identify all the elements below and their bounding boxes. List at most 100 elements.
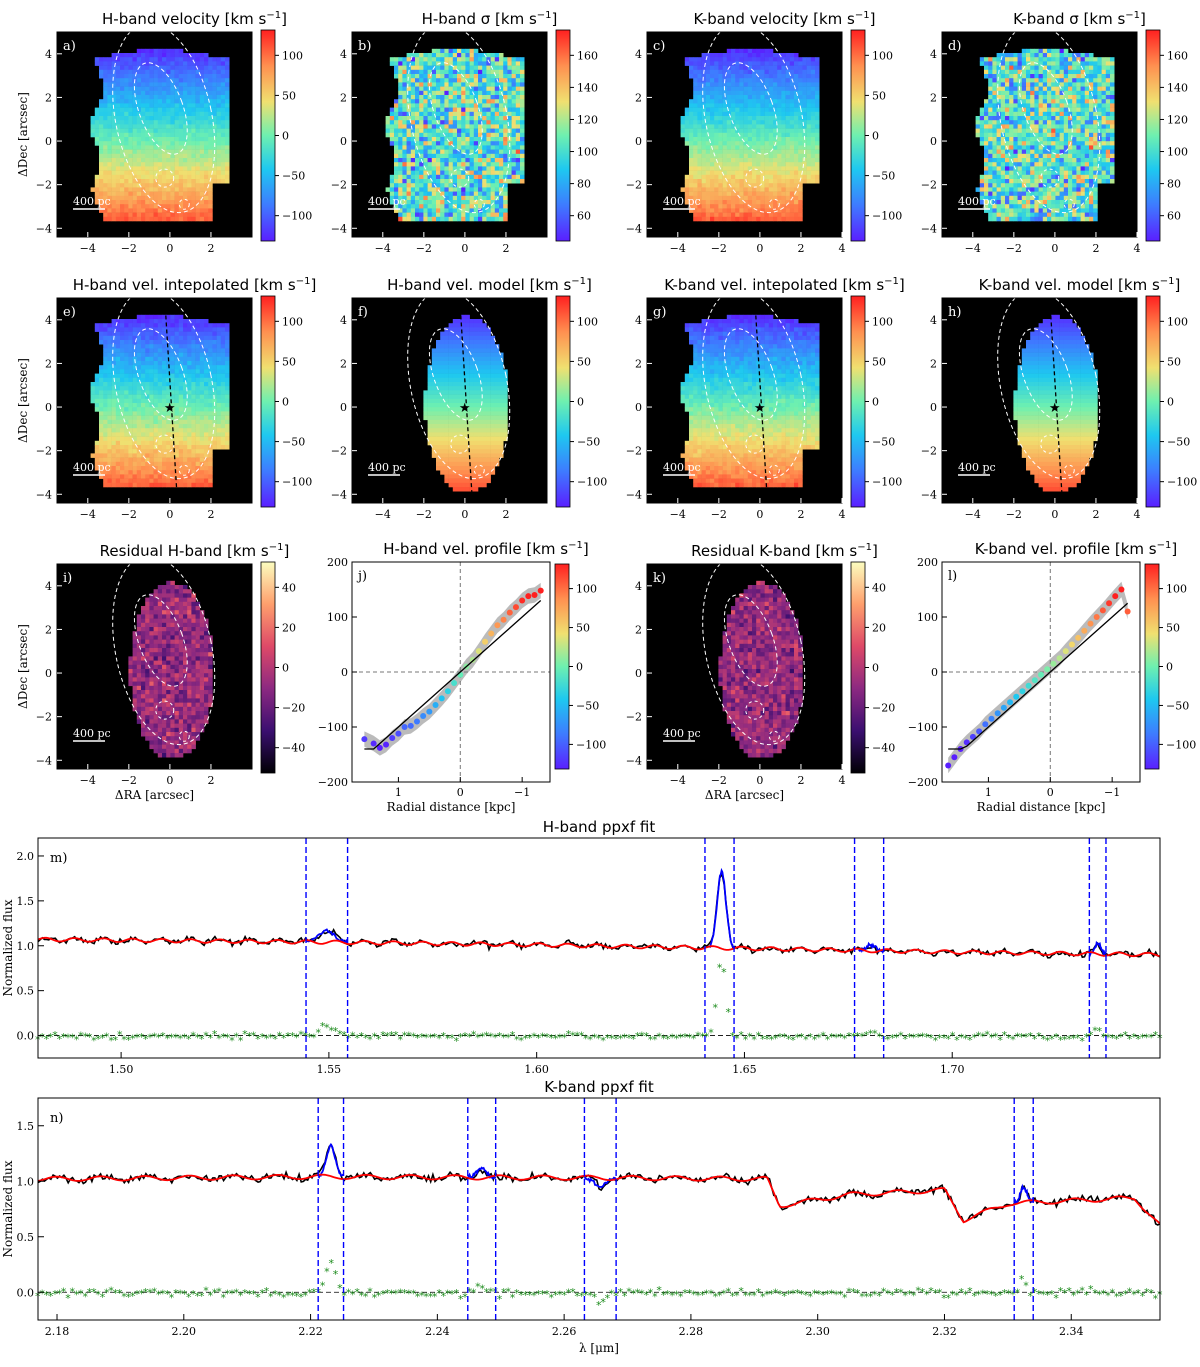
map-pixel [710,116,715,121]
map-pixel [697,174,702,180]
map-pixel [988,57,993,62]
map-pixel [486,204,491,209]
map-pixel [431,187,437,192]
map-pixel [1005,74,1010,79]
map-pixel [191,82,196,87]
map-pixel [419,208,424,213]
map-pixel [747,137,753,142]
map-pixel [806,128,812,134]
map-pixel [1051,103,1056,108]
map-pixel [503,132,508,138]
map-pixel [722,111,728,117]
map-pixel [1076,61,1081,66]
map-pixel [1005,116,1010,121]
map-pixel [1089,95,1094,100]
scalebar-label: 400 pc [663,195,701,208]
map-pixel [511,65,517,71]
map-pixel [503,158,508,163]
map-pixel [1055,116,1060,121]
map-pixel [419,90,424,96]
map-pixel [204,145,209,150]
map-pixel [768,120,774,125]
map-pixel [469,145,475,150]
map-pixel [798,145,803,150]
map-pixel [427,208,433,213]
map-pixel [461,179,466,184]
map-pixel [739,204,744,209]
map-pixel [1063,153,1069,159]
panel-label: a) [63,39,76,54]
map-pixel [1042,90,1048,96]
map-pixel [1059,149,1065,155]
map-pixel [1005,158,1010,163]
map-pixel [199,95,205,100]
map-pixel [115,116,121,121]
map-pixel [178,187,184,192]
map-pixel [385,116,391,121]
map-pixel [726,107,732,113]
map-pixel [132,95,138,100]
map-pixel [1047,65,1052,71]
map-pixel [693,200,698,205]
map-pixel [1047,158,1052,163]
map-pixel [1017,200,1023,205]
map-pixel [457,48,462,54]
map-pixel [490,116,496,121]
map-pixel [697,103,702,108]
map-pixel [465,57,470,62]
map-pixel [486,191,491,197]
map-pixel [490,195,496,201]
map-pixel [806,69,812,75]
map-pixel [436,179,441,184]
map-pixel [461,124,466,129]
map-pixel [705,200,711,205]
map-pixel [1051,53,1056,58]
map-pixel [710,99,715,104]
map-pixel [162,111,167,117]
map-pixel [461,57,466,62]
map-pixel [153,158,159,163]
map-pixel [1101,179,1107,184]
map-pixel [789,57,795,62]
map-pixel [520,149,525,155]
map-pixel [398,212,403,218]
map-pixel [406,153,412,159]
map-pixel [124,200,129,205]
map-pixel [684,61,690,66]
map-pixel [714,132,719,138]
map-pixel [153,74,159,79]
map-pixel [128,145,133,150]
map-pixel [693,208,698,213]
map-pixel [469,61,475,66]
map-pixel [1021,162,1027,167]
map-pixel [1089,99,1094,104]
map-pixel [520,103,525,108]
map-pixel [1000,53,1006,58]
map-pixel [1059,90,1065,96]
map-pixel [777,107,782,113]
map-pixel [794,141,799,146]
map-pixel [394,145,399,150]
map-pixel [1089,132,1094,138]
map-pixel [212,158,217,163]
map-pixel [141,204,146,209]
map-pixel [798,124,803,129]
map-pixel [199,208,205,213]
map-pixel [739,174,744,180]
map-pixel [444,48,449,54]
map-pixel [984,99,989,104]
map-pixel [448,195,454,201]
map-pixel [427,200,433,205]
map-pixel [1005,82,1010,87]
map-pixel [768,195,774,201]
map-pixel [701,158,707,163]
map-pixel [697,195,702,201]
map-pixel [103,208,108,213]
map-pixel [436,166,441,171]
map-pixel [507,107,512,113]
map-pixel [705,61,711,66]
map-pixel [693,116,698,121]
map-pixel [743,204,749,209]
map-pixel [777,141,782,146]
map-pixel [1093,141,1098,146]
